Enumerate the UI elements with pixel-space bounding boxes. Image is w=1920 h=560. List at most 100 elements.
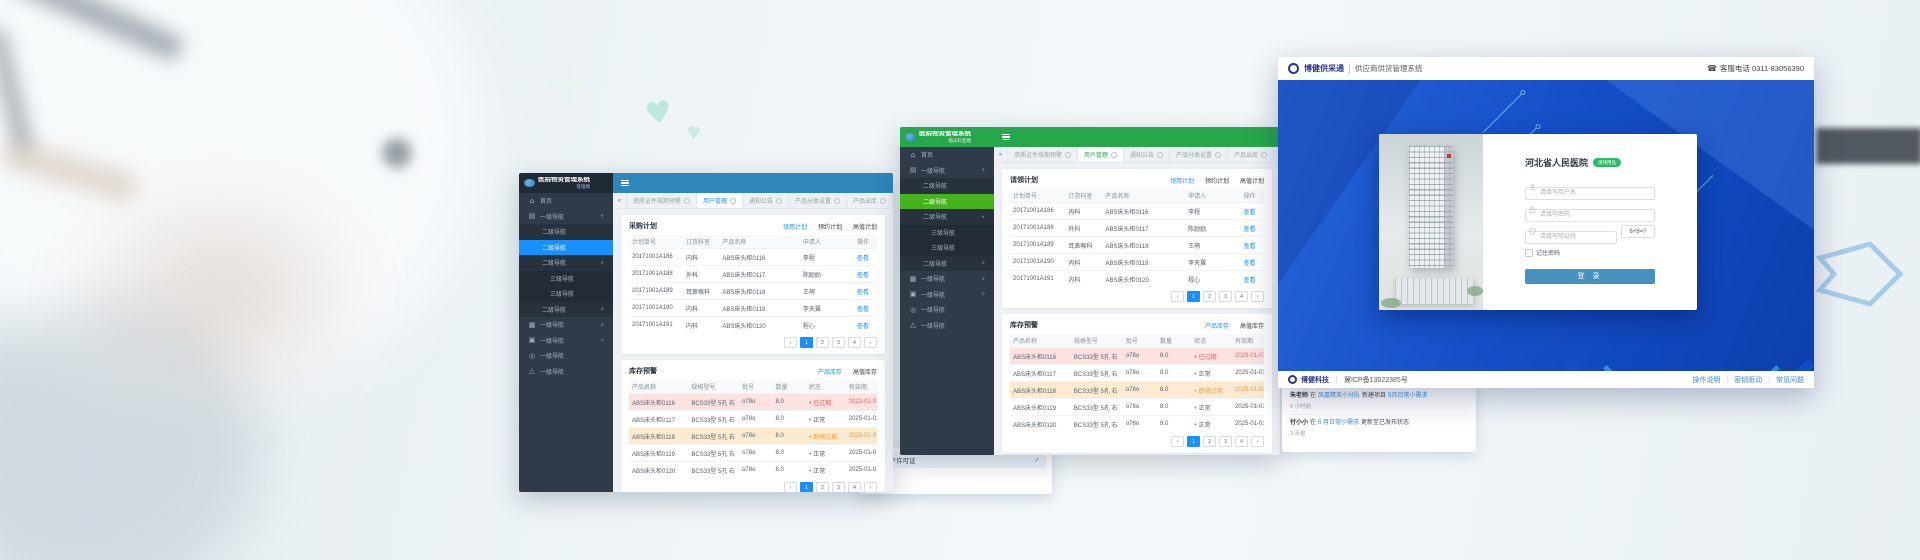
link-product-stock[interactable]: 产品库存: [817, 369, 842, 376]
sidebar-item-level1[interactable]: ▣ 一级导航 ∨: [519, 333, 613, 349]
page-button[interactable]: 4: [1235, 291, 1248, 302]
sidebar-item-level2-active[interactable]: 二级导航: [900, 193, 994, 209]
page-button[interactable]: 3: [832, 482, 845, 492]
tab-user-management[interactable]: 用户管理: [1078, 147, 1125, 162]
plan-table: 计划单号 订货科室 产品名称 申请人 操作 20171001A186 内科 ABS床…: [629, 235, 877, 333]
cell-action[interactable]: 查看: [1240, 236, 1264, 254]
sidebar-item-level1[interactable]: ▦ 一级导航 ∨: [900, 271, 994, 287]
collapse-tabs-icon[interactable]: «: [994, 147, 1008, 162]
tab-product-outbound[interactable]: 产品出库: [1228, 147, 1275, 162]
cell-action[interactable]: 查看: [853, 265, 877, 283]
page-button[interactable]: 3: [832, 337, 845, 348]
sidebar-item-level2[interactable]: 二级导航 ∧: [519, 255, 613, 271]
link-reservation-plan[interactable]: 预约计划: [817, 224, 842, 231]
page-button[interactable]: 2: [816, 482, 829, 492]
page-button[interactable]: ›: [1251, 291, 1264, 302]
page-button[interactable]: ›: [864, 482, 877, 492]
sidebar-item-level3[interactable]: 三级导航: [900, 240, 994, 256]
sidebar-item-level3[interactable]: 三级导航: [519, 286, 613, 302]
username-input[interactable]: [1525, 186, 1655, 200]
page-button[interactable]: 1: [1187, 436, 1200, 447]
cell-product: ABS床头柜0116: [719, 248, 800, 266]
tab-product-outbound[interactable]: 产品出库: [847, 193, 893, 208]
page-button[interactable]: 3: [1219, 291, 1232, 302]
tab-qualification-warning[interactable]: 资质证件效期预警: [1008, 147, 1079, 162]
menu-toggle-icon[interactable]: [1002, 133, 1010, 141]
menu-toggle-icon[interactable]: [621, 179, 629, 187]
sidebar-item-level3[interactable]: 三级导航: [519, 270, 613, 286]
password-input[interactable]: [1525, 208, 1655, 222]
link-operation-guide[interactable]: 操作说明: [1692, 376, 1721, 384]
page-button[interactable]: 2: [816, 337, 829, 348]
sidebar-item-level1[interactable]: ▤ 一级导航 ∧: [900, 163, 994, 179]
page-button[interactable]: 2: [1203, 291, 1216, 302]
cell-action[interactable]: 查看: [1240, 253, 1264, 271]
sidebar-item-level2[interactable]: 二级导航 ∨: [900, 255, 994, 271]
sidebar-item-level1[interactable]: ▣ 一级导航 ∨: [900, 287, 994, 303]
sidebar-item-level1[interactable]: △ 一级导航: [900, 318, 994, 334]
sidebar-item-level3[interactable]: 三级导航: [900, 224, 994, 240]
sidebar-item-level2[interactable]: 二级导航 ∧: [900, 209, 994, 225]
page-button[interactable]: ‹: [784, 337, 797, 348]
sidebar-label: 一级导航: [921, 277, 946, 284]
page-button[interactable]: ›: [864, 337, 877, 348]
link-highvalue-plan[interactable]: 高值计划: [1239, 178, 1264, 185]
link-product-stock[interactable]: 产品库存: [1204, 323, 1229, 330]
collapse-tabs-icon[interactable]: «: [613, 193, 627, 208]
sidebar-item-level2-active[interactable]: 二级导航: [519, 239, 613, 255]
link-usage-plan[interactable]: 领用计划: [782, 224, 807, 231]
page-button[interactable]: 2: [1203, 436, 1216, 447]
link-faq[interactable]: 常见问题: [1776, 376, 1804, 384]
sidebar-item-level1[interactable]: ◎ 一级导航: [519, 348, 613, 364]
page-button[interactable]: ‹: [1171, 436, 1184, 447]
cell-action[interactable]: 查看: [853, 299, 877, 317]
feed-link[interactable]: 凤凰精英小分队: [1318, 393, 1361, 399]
login-button[interactable]: 登 录: [1525, 268, 1655, 284]
feed-link[interactable]: 5 月日常小需求: [1318, 420, 1360, 426]
sidebar-item-home[interactable]: ⌂ 首页: [900, 147, 994, 163]
tab-product-category[interactable]: 产品分类设置: [789, 193, 847, 208]
sidebar-item-level1[interactable]: ◎ 一级导航: [900, 302, 994, 318]
sidebar-item-level2[interactable]: 二级导航: [519, 224, 613, 240]
page-button[interactable]: 4: [1235, 436, 1248, 447]
link-highvalue-stock[interactable]: 高值库存: [852, 369, 877, 376]
tab-user-management[interactable]: 用户管理: [696, 193, 743, 208]
captcha-question[interactable]: 6+8=?: [1621, 225, 1655, 238]
cell-status: 正常: [805, 461, 846, 478]
link-usage-plan[interactable]: 领用计划: [1169, 178, 1194, 185]
tab-qualification-warning[interactable]: 资质证件效期预警: [627, 193, 697, 208]
page-button[interactable]: ‹: [1171, 291, 1184, 302]
cell-action[interactable]: 查看: [853, 316, 877, 333]
app-logo: 医院物资管理系统 临床科室端: [900, 127, 994, 147]
cell-action[interactable]: 查看: [1240, 202, 1264, 220]
cell-action[interactable]: 查看: [853, 282, 877, 300]
link-highvalue-stock[interactable]: 高值库存: [1239, 323, 1264, 330]
sidebar-item-level2[interactable]: 二级导航: [900, 178, 994, 194]
sidebar-item-level2[interactable]: 二级导航 ∨: [519, 301, 613, 317]
page-button[interactable]: 3: [1219, 436, 1232, 447]
link-key-driver[interactable]: 密钥驱动: [1734, 376, 1763, 384]
captcha-input[interactable]: [1525, 230, 1617, 244]
link-highvalue-plan[interactable]: 高值计划: [852, 224, 877, 231]
page-button[interactable]: 4: [848, 482, 861, 492]
page-button[interactable]: ›: [1251, 436, 1264, 447]
feed-link[interactable]: 5月日常小需求: [1388, 393, 1428, 399]
sidebar-item-level1[interactable]: ▤ 一级导航 ∧: [519, 209, 613, 225]
cell-action[interactable]: 查看: [853, 248, 877, 266]
link-reservation-plan[interactable]: 预约计划: [1204, 178, 1229, 185]
cell-action[interactable]: 查看: [1240, 270, 1264, 287]
remember-checkbox[interactable]: [1525, 248, 1533, 257]
cell-action[interactable]: 查看: [1240, 219, 1264, 237]
tab-product-category[interactable]: 产品分类设置: [1170, 147, 1229, 162]
tab-notice[interactable]: 通知公告: [1124, 147, 1171, 162]
tab-notice[interactable]: 通知公告: [743, 193, 789, 208]
sidebar-item-level1[interactable]: △ 一级导航: [519, 364, 613, 380]
page-button[interactable]: 4: [848, 337, 861, 348]
page-button[interactable]: 1: [1187, 291, 1200, 302]
column-header: 规格型号: [688, 380, 740, 394]
sidebar-item-home[interactable]: ⌂ 首页: [519, 193, 613, 209]
page-button[interactable]: 1: [800, 482, 813, 492]
page-button[interactable]: 1: [800, 337, 813, 348]
sidebar-item-level1[interactable]: ▦ 一级导航 ∨: [519, 317, 613, 333]
page-button[interactable]: ‹: [784, 482, 797, 492]
